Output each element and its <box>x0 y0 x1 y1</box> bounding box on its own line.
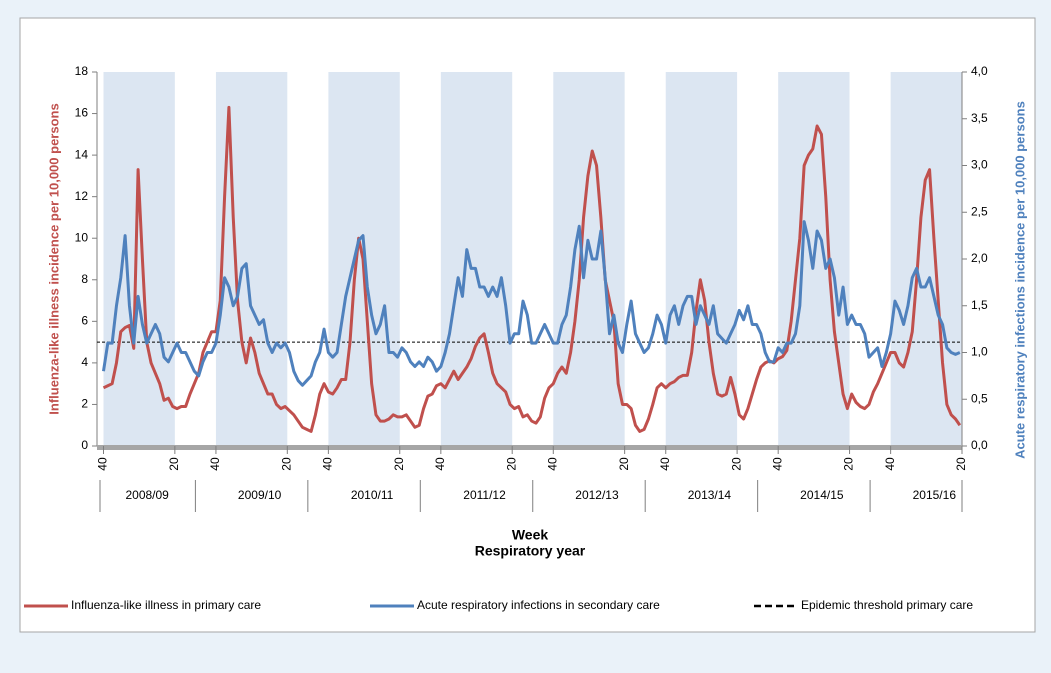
season-label: 2011/12 <box>463 488 506 502</box>
x-tick-label: 20 <box>617 457 631 471</box>
x-tick-label: 20 <box>729 457 743 471</box>
x-tick-label: 40 <box>321 457 335 471</box>
y2-tick-label: 3,0 <box>971 158 988 172</box>
x-axis-band <box>97 445 962 450</box>
season-label: 2013/14 <box>688 488 732 502</box>
x-tick-label: 40 <box>883 457 897 471</box>
season-band <box>553 72 625 446</box>
x-tick-label: 40 <box>770 457 784 471</box>
x-tick-label: 40 <box>433 457 447 471</box>
x-tick-label: 20 <box>842 457 856 471</box>
y2-tick-label: 0,0 <box>971 438 988 452</box>
y-tick-label: 4 <box>81 355 88 369</box>
y2-tick-label: 0,5 <box>971 391 988 405</box>
y2-axis-title: Acute respiratory infections incidence p… <box>1012 101 1027 459</box>
season-label: 2012/13 <box>575 488 619 502</box>
season-band <box>665 72 738 446</box>
season-label: 2009/10 <box>238 488 282 502</box>
x-tick-label: 20 <box>504 457 518 471</box>
y-tick-label: 2 <box>81 397 88 411</box>
x-tick-label: 40 <box>96 457 110 471</box>
season-label: 2010/11 <box>351 488 394 502</box>
season-label: 2008/09 <box>125 488 169 502</box>
x-tick-label: 40 <box>658 457 672 471</box>
legend-label: Epidemic threshold primary care <box>801 598 973 612</box>
x-tick-label: 40 <box>208 457 222 471</box>
y-tick-label: 0 <box>81 438 88 452</box>
y-tick-label: 14 <box>75 147 89 161</box>
x-tick-label: 20 <box>392 457 406 471</box>
y-tick-label: 10 <box>75 230 89 244</box>
data-line <box>102 105 962 433</box>
y-tick-label: 16 <box>75 106 89 120</box>
y2-tick-label: 1,5 <box>971 298 988 312</box>
x-tick-label: 20 <box>279 457 293 471</box>
season-band <box>890 72 962 446</box>
y-axis-title: Influenza-like illness incidence per 10,… <box>46 103 61 414</box>
y2-tick-label: 2,5 <box>971 204 988 218</box>
x-axis-subtitle: Respiratory year <box>475 543 586 559</box>
season-band <box>103 72 175 446</box>
x-tick-label: 20 <box>954 457 968 471</box>
season-label: 2015/16 <box>913 488 957 502</box>
y2-tick-label: 4,0 <box>971 64 988 78</box>
y-tick-label: 6 <box>81 314 88 328</box>
y2-tick-label: 2,0 <box>971 251 988 265</box>
y-tick-label: 8 <box>81 272 88 286</box>
x-tick-label: 40 <box>545 457 559 471</box>
data-line <box>102 220 961 387</box>
legend-label: Influenza-like illness in primary care <box>71 598 261 612</box>
y2-tick-label: 1,0 <box>971 345 988 359</box>
legend-label: Acute respiratory infections in secondar… <box>417 598 660 612</box>
season-band <box>440 72 513 446</box>
x-tick-label: 20 <box>167 457 181 471</box>
y2-tick-label: 3,5 <box>971 111 988 125</box>
y-tick-label: 18 <box>75 64 89 78</box>
y-tick-label: 12 <box>75 189 89 203</box>
x-axis-title: Week <box>512 527 549 543</box>
season-label: 2014/15 <box>800 488 844 502</box>
